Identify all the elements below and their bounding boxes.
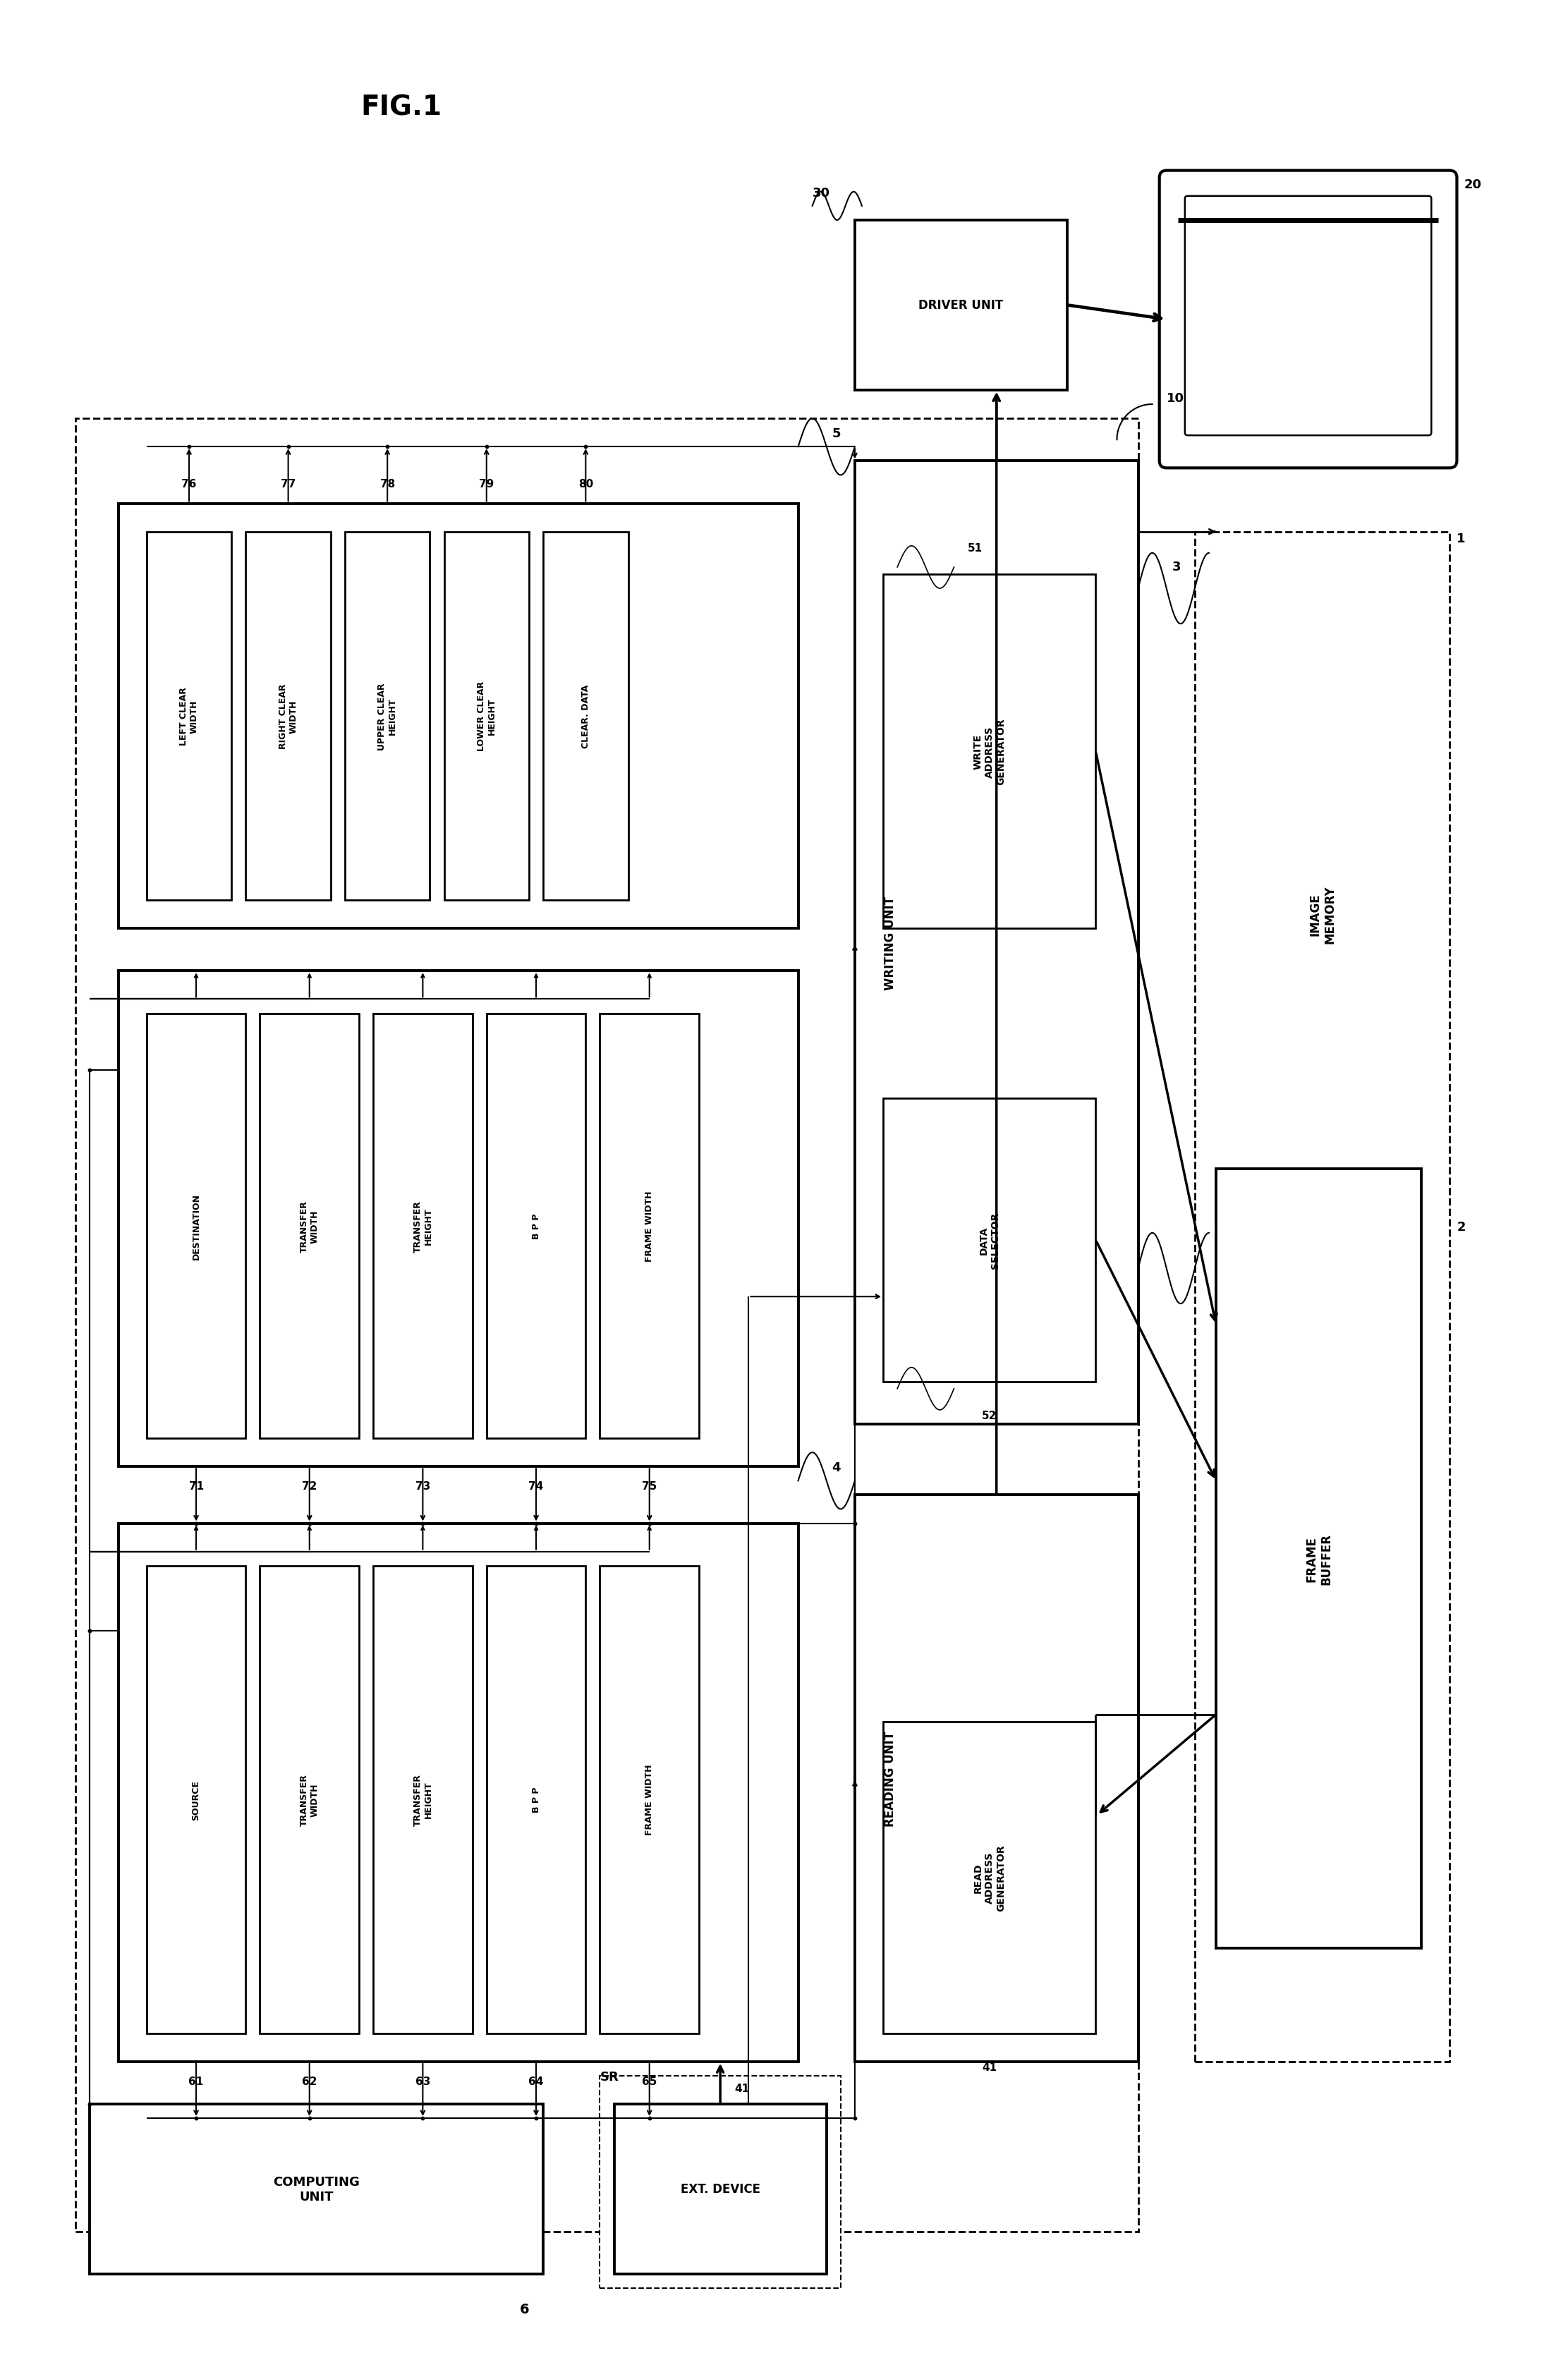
Text: 52: 52 (982, 1409, 997, 1421)
Text: DRIVER UNIT: DRIVER UNIT (919, 299, 1004, 313)
Bar (883, 1099, 1096, 1381)
Text: DATA
SELECTOR: DATA SELECTOR (978, 1212, 1000, 1268)
Text: 51: 51 (967, 544, 983, 553)
Text: IMAGE
MEMORY: IMAGE MEMORY (1309, 885, 1336, 944)
Bar (1217, 1169, 1422, 1948)
Text: 41: 41 (734, 2082, 750, 2094)
Text: 73: 73 (416, 1480, 430, 1492)
Text: 62: 62 (303, 2075, 317, 2087)
Bar (118, 504, 798, 929)
Text: 72: 72 (303, 1480, 317, 1492)
Text: 2: 2 (1457, 1221, 1466, 1233)
Text: CLEAR. DATA: CLEAR. DATA (582, 685, 590, 748)
Text: RIGHT CLEAR
WIDTH: RIGHT CLEAR WIDTH (279, 685, 298, 748)
Text: 10: 10 (1167, 393, 1184, 405)
Bar (146, 1567, 246, 2033)
Text: WRITE
ADDRESS
GENERATOR: WRITE ADDRESS GENERATOR (974, 718, 1005, 786)
Text: 64: 64 (528, 2075, 544, 2087)
Text: FRAME
BUFFER: FRAME BUFFER (1305, 1534, 1333, 1584)
Bar (883, 1722, 1096, 2033)
Bar (373, 1014, 472, 1438)
FancyBboxPatch shape (1159, 172, 1457, 468)
Text: 4: 4 (833, 1461, 840, 1473)
Text: FRAME WIDTH: FRAME WIDTH (644, 1191, 654, 1261)
Text: 5: 5 (833, 428, 840, 440)
Bar (486, 1014, 586, 1438)
Text: 79: 79 (480, 480, 494, 489)
Text: EXT. DEVICE: EXT. DEVICE (681, 2184, 760, 2195)
Text: 3: 3 (1171, 560, 1181, 574)
Text: DESTINATION: DESTINATION (191, 1193, 201, 1259)
Text: B P P: B P P (532, 1214, 541, 1240)
Bar (260, 1014, 359, 1438)
Text: READING UNIT: READING UNIT (884, 1732, 897, 1826)
Text: 75: 75 (641, 1480, 657, 1492)
Text: LOWER CLEAR
HEIGHT: LOWER CLEAR HEIGHT (477, 682, 497, 751)
Text: FIG.1: FIG.1 (361, 94, 442, 120)
Text: B P P: B P P (532, 1786, 541, 1812)
Text: COMPUTING
UNIT: COMPUTING UNIT (273, 2174, 361, 2202)
Bar (373, 1567, 472, 2033)
Bar (118, 1522, 798, 2061)
Text: LEFT CLEAR
WIDTH: LEFT CLEAR WIDTH (179, 687, 199, 746)
FancyBboxPatch shape (1185, 198, 1432, 435)
Text: TRANSFER
HEIGHT: TRANSFER HEIGHT (412, 1774, 433, 1826)
Text: TRANSFER
WIDTH: TRANSFER WIDTH (299, 1200, 320, 1252)
Bar (444, 532, 528, 901)
Bar (75, 419, 1138, 2231)
Bar (615, 2104, 826, 2273)
Bar (883, 574, 1096, 929)
Text: 6: 6 (519, 2301, 528, 2315)
Text: 61: 61 (188, 2075, 204, 2087)
Bar (543, 532, 629, 901)
Text: SR: SR (601, 2071, 619, 2082)
Bar (260, 1567, 359, 2033)
Bar (855, 461, 1138, 1424)
Bar (601, 2075, 840, 2287)
Text: SOURCE: SOURCE (191, 1779, 201, 1819)
Text: 63: 63 (416, 2075, 430, 2087)
Bar (855, 221, 1068, 391)
Text: 80: 80 (579, 480, 593, 489)
Text: 30: 30 (812, 186, 829, 200)
Text: 74: 74 (528, 1480, 544, 1492)
Text: TRANSFER
WIDTH: TRANSFER WIDTH (299, 1774, 320, 1826)
Bar (246, 532, 331, 901)
Text: 41: 41 (982, 2061, 997, 2073)
Text: 65: 65 (641, 2075, 657, 2087)
Bar (146, 532, 232, 901)
Bar (855, 1494, 1138, 2061)
Text: WRITING UNIT: WRITING UNIT (884, 896, 897, 991)
Text: 20: 20 (1465, 179, 1482, 191)
Text: 77: 77 (281, 480, 296, 489)
Bar (601, 1014, 699, 1438)
Text: TRANSFER
HEIGHT: TRANSFER HEIGHT (412, 1200, 433, 1252)
Text: 76: 76 (182, 480, 196, 489)
Bar (1195, 532, 1450, 2061)
Text: READ
ADDRESS
GENERATOR: READ ADDRESS GENERATOR (974, 1845, 1005, 1911)
Text: 78: 78 (379, 480, 395, 489)
Bar (118, 972, 798, 1466)
Bar (601, 1567, 699, 2033)
Bar (146, 1014, 246, 1438)
Text: 71: 71 (188, 1480, 204, 1492)
Text: 1: 1 (1457, 532, 1466, 546)
Text: FRAME WIDTH: FRAME WIDTH (644, 1765, 654, 1835)
Bar (486, 1567, 586, 2033)
Bar (345, 532, 430, 901)
Bar (89, 2104, 543, 2273)
Text: UPPER CLEAR
HEIGHT: UPPER CLEAR HEIGHT (378, 682, 397, 751)
